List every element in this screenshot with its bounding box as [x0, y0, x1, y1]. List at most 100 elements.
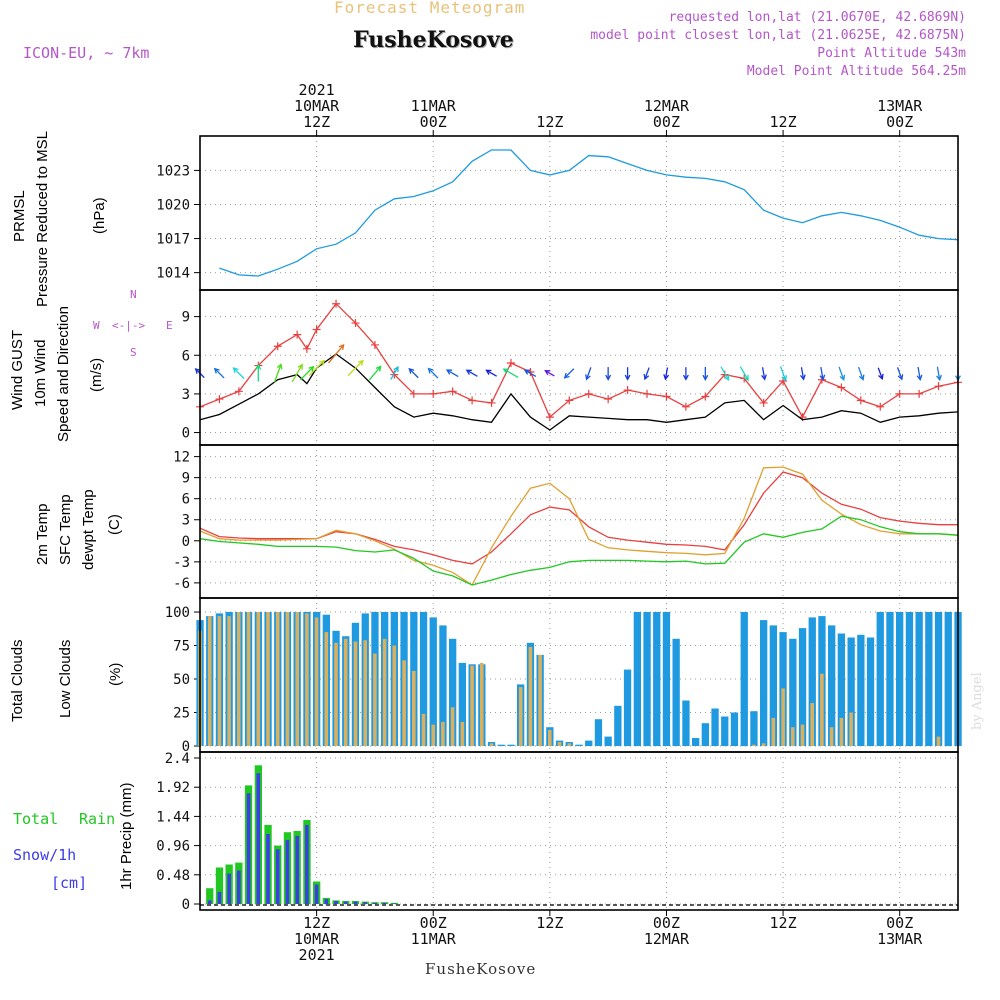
top-time-label: 12MAR [644, 97, 690, 115]
series-dewpt-temp-line [199, 515, 959, 586]
bar-total-clouds [419, 612, 428, 746]
wind-arrow-head [743, 374, 749, 382]
compass-arrows: <-|-> [112, 319, 146, 332]
wind-direction-arrow [233, 367, 245, 380]
wind-direction-arrow [761, 367, 766, 380]
bar-total-clouds [721, 716, 729, 746]
bar-total-clouds [614, 705, 622, 746]
bar-total-clouds [701, 723, 709, 746]
y-tick-label: 12 [173, 450, 190, 466]
y-tick-label: -3 [173, 555, 190, 571]
wind-arrow-head [194, 368, 201, 374]
wind-direction-arrow [664, 367, 669, 380]
compass-s: S [130, 346, 137, 359]
gust-marker [487, 398, 496, 407]
bar-snow-1h [295, 835, 299, 904]
legend-snow-unit: [cm] [51, 874, 88, 892]
bar-total-clouds [458, 662, 466, 746]
gust-marker [302, 344, 311, 353]
bar-low-clouds [518, 687, 523, 746]
bar-low-clouds [791, 727, 795, 746]
bar-total-clouds [915, 612, 923, 746]
bar-total-clouds [789, 638, 797, 746]
bar-low-clouds [266, 612, 270, 746]
wind-arrow-head [563, 372, 570, 379]
y-tick-label: 1020 [156, 197, 190, 213]
y-tick-label: 1.92 [156, 780, 190, 796]
bar-low-clouds [761, 743, 766, 746]
top-time-label: 13MAR [877, 97, 923, 115]
top-time-label: 12Z [303, 113, 330, 131]
series-wind-gust-line [199, 302, 959, 419]
bottom-time-label: 12Z [303, 914, 330, 932]
bottom-time-label: 10MAR [294, 930, 340, 948]
compass-w: W [93, 319, 100, 332]
bar-low-clouds [392, 645, 397, 746]
bar-low-clouds [470, 665, 474, 746]
bar-snow-1h [237, 870, 241, 904]
bar-total-clouds [925, 612, 933, 746]
bar-low-clouds [227, 616, 231, 746]
bar-snow-1h [217, 891, 222, 904]
bar-snow-1h [343, 901, 348, 904]
wind-arrow-head [916, 374, 923, 381]
bar-total-clouds [905, 612, 914, 746]
bar-low-clouds [285, 612, 290, 746]
bar-low-clouds [207, 616, 212, 746]
wind-arrow-head [523, 369, 530, 375]
gust-marker [468, 396, 477, 405]
wind-arrow-head [319, 359, 325, 366]
wind-direction-arrow [820, 366, 824, 380]
wind-direction-arrow [368, 366, 382, 381]
y-tick-label: 3 [182, 513, 190, 529]
bar-total-clouds [662, 612, 671, 746]
bar-total-clouds [944, 612, 952, 746]
series-sfc-temp-line [199, 466, 959, 586]
bar-low-clouds [820, 673, 824, 746]
bottom-time-label: 00Z [420, 914, 447, 932]
wind-arrow-head [624, 374, 631, 381]
series-10m-wind-line [199, 353, 959, 431]
y-tick-label: 0 [182, 426, 190, 442]
gust-marker [332, 299, 341, 308]
wind-direction-arrow [291, 364, 303, 383]
gust-marker [837, 383, 846, 392]
wind-arrow-head [897, 374, 904, 381]
bar-low-clouds [305, 613, 309, 746]
wind-direction-arrow [503, 368, 519, 379]
closest-coords: model point closest lon,lat (21.0625E, 4… [590, 28, 966, 43]
bar-snow-1h [207, 900, 212, 904]
wind-arrow-head [375, 365, 382, 372]
gust-marker [759, 398, 768, 407]
bar-low-clouds [480, 662, 484, 746]
bar-snow-1h [363, 902, 367, 904]
bar-low-clouds [528, 646, 533, 746]
gust-marker [234, 387, 243, 396]
wind-arrow-head [643, 373, 650, 381]
wind-arrow-head [819, 374, 826, 381]
series-prmsl-line [219, 149, 959, 277]
bottom-time-label: 12MAR [644, 930, 690, 948]
wind-arrow-head [393, 365, 399, 373]
bar-total-clouds [604, 736, 612, 746]
wind-arrow-head [605, 374, 612, 381]
bar-snow-1h [392, 903, 397, 904]
y-tick-label: 1017 [156, 232, 190, 248]
bar-snow-1h [373, 902, 377, 904]
y-tick-label: 3 [182, 387, 190, 403]
wind-direction-arrow [428, 368, 439, 379]
bar-low-clouds [382, 638, 387, 746]
bar-low-clouds [752, 744, 756, 746]
wind-arrow-head [276, 363, 283, 370]
bar-low-clouds [557, 742, 562, 746]
wind-direction-arrow [299, 366, 314, 381]
bar-low-clouds [275, 612, 280, 746]
bar-total-clouds [857, 634, 865, 746]
gust-marker [545, 413, 554, 422]
bar-low-clouds [246, 612, 251, 746]
legend-total: Total [13, 810, 59, 828]
gust-marker [584, 389, 593, 398]
gust-marker [681, 402, 690, 411]
compass-e: E [166, 319, 173, 332]
